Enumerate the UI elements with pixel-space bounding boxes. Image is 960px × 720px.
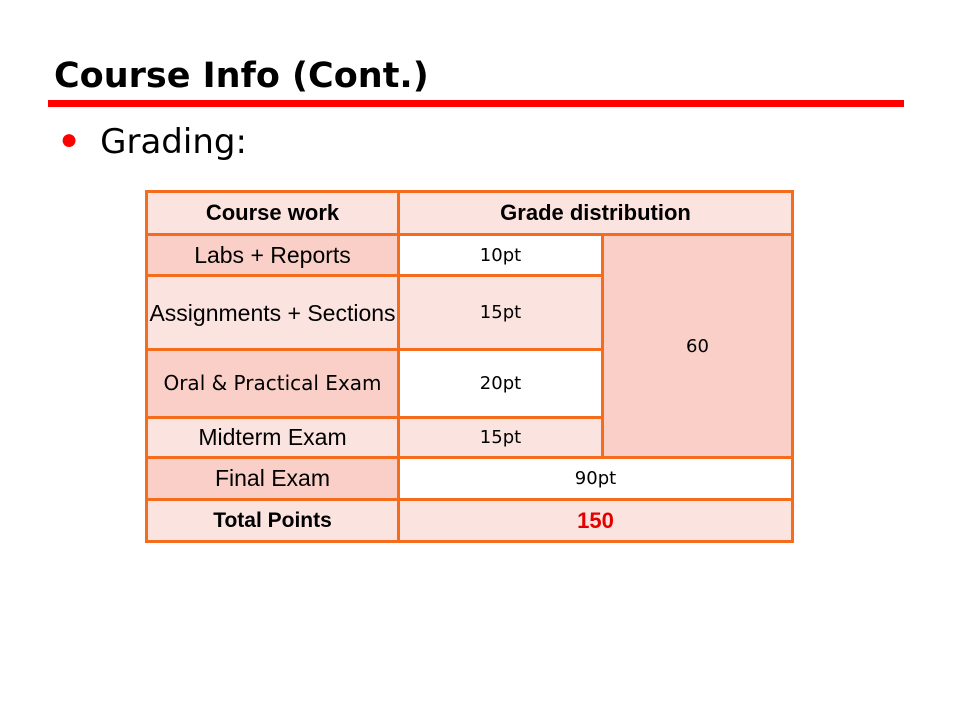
course-work-cell: Labs + Reports: [145, 233, 400, 277]
points-cell: 10pt: [397, 233, 604, 277]
final-exam-row: Final Exam 90pt: [145, 456, 794, 501]
points-cell: 15pt: [397, 274, 604, 351]
total-value: 150: [397, 498, 794, 543]
title-underline: [48, 100, 904, 107]
bullet-text: Grading:: [100, 122, 247, 162]
header-grade-distribution: Grade distribution: [397, 190, 794, 236]
bullet-item: ● Grading:: [60, 122, 247, 162]
slide-title: Course Info (Cont.): [54, 56, 429, 96]
grading-table: Course work Grade distribution Labs + Re…: [145, 190, 794, 543]
points-cell: 90pt: [397, 456, 794, 501]
course-work-cell: Final Exam: [145, 456, 400, 501]
table-row: Oral & Practical Exam 20pt: [145, 348, 793, 419]
total-row: Total Points 150: [145, 498, 794, 543]
header-course-work: Course work: [145, 190, 400, 236]
points-cell: 15pt: [397, 416, 604, 459]
subtotal-cell: 60: [601, 233, 794, 459]
course-work-cell: Midterm Exam: [145, 416, 400, 459]
course-work-cell: Assignments + Sections: [145, 274, 400, 351]
bullet-dot-icon: ●: [60, 123, 79, 156]
table-row: Labs + Reports 10pt 60: [145, 233, 794, 459]
course-work-cell: Oral & Practical Exam: [145, 348, 400, 419]
table-header-row: Course work Grade distribution: [145, 190, 794, 236]
points-cell: 20pt: [397, 348, 604, 419]
total-label: Total Points: [145, 498, 400, 543]
